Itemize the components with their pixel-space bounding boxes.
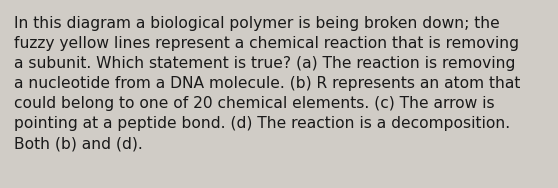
Text: In this diagram a biological polymer is being broken down; the
fuzzy yellow line: In this diagram a biological polymer is …	[14, 16, 521, 151]
